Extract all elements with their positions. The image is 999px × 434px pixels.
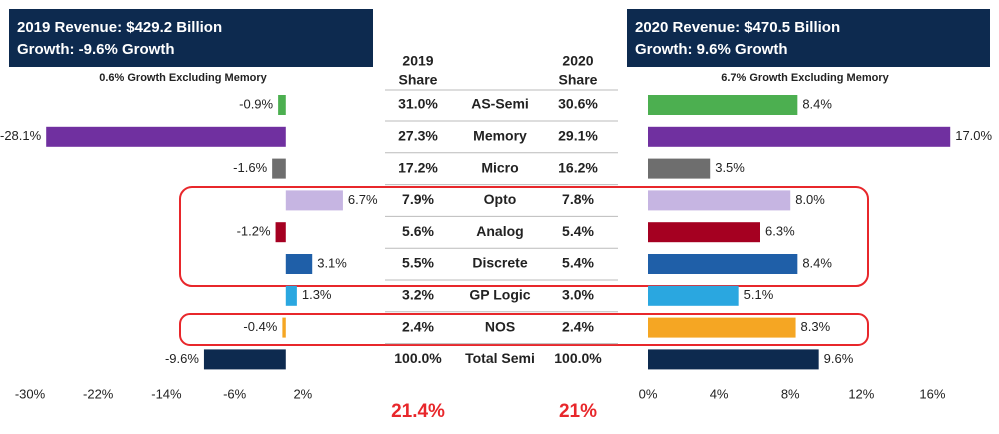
column-header: 2019	[402, 53, 433, 69]
value-label: 5.1%	[744, 287, 774, 302]
table-cell: 16.2%	[558, 159, 598, 175]
value-label: 8.3%	[801, 319, 831, 334]
column-header: Share	[559, 72, 598, 88]
value-label: 3.1%	[317, 255, 347, 270]
bar	[272, 158, 286, 179]
table-cell: Opto	[484, 191, 517, 207]
value-label: 1.3%	[302, 287, 332, 302]
bar	[648, 285, 739, 306]
bar	[203, 349, 286, 370]
total-growth: 21%	[559, 401, 597, 422]
x-tick-label: 12%	[848, 386, 874, 401]
table-cell: Total Semi	[465, 350, 535, 366]
table-cell: NOS	[485, 318, 515, 334]
value-label: 9.6%	[824, 351, 854, 366]
bar	[278, 95, 286, 115]
table-cell: GP Logic	[469, 287, 530, 303]
x-tick-label: -6%	[223, 386, 247, 401]
value-label: -0.9%	[239, 96, 273, 111]
x-tick-label: 8%	[781, 386, 800, 401]
value-label: 8.4%	[802, 255, 832, 270]
table-cell: 2.4%	[402, 318, 434, 334]
total-growth: 21.4%	[391, 401, 445, 422]
value-label: -9.6%	[165, 351, 199, 366]
value-label: 8.0%	[795, 192, 825, 207]
value-label: -0.4%	[243, 319, 277, 334]
table-cell: Memory	[473, 128, 527, 144]
x-tick-label: -22%	[83, 386, 114, 401]
value-label: 6.3%	[765, 224, 795, 239]
bar	[648, 95, 798, 115]
table-cell: 17.2%	[398, 159, 438, 175]
table-cell: 5.4%	[562, 223, 594, 239]
x-tick-label: 2%	[293, 386, 312, 401]
bar	[648, 317, 796, 338]
table-cell: 5.6%	[402, 223, 434, 239]
table-cell: 3.2%	[402, 287, 434, 303]
header-subtitle: Growth: 9.6% Growth	[635, 41, 788, 58]
header-title: 2020 Revenue: $470.5 Billion	[635, 19, 840, 36]
bar	[648, 126, 951, 147]
table-cell: 2.4%	[562, 318, 594, 334]
table-cell: 7.9%	[402, 191, 434, 207]
table-cell: 30.6%	[558, 96, 598, 112]
bar	[285, 285, 297, 306]
header-title: 2019 Revenue: $429.2 Billion	[17, 19, 222, 36]
table-cell: Analog	[476, 223, 523, 239]
table-cell: 7.8%	[562, 191, 594, 207]
x-tick-label: 0%	[639, 386, 658, 401]
column-header: 2020	[562, 53, 593, 69]
x-tick-label: -30%	[15, 386, 46, 401]
bar	[648, 158, 711, 179]
bar	[282, 317, 286, 338]
column-header: Share	[399, 72, 438, 88]
header-subtitle: Growth: -9.6% Growth	[17, 41, 175, 58]
bar	[285, 190, 343, 211]
bar	[648, 222, 760, 243]
table-cell: 29.1%	[558, 128, 598, 144]
bar	[46, 126, 286, 147]
table-cell: 100.0%	[394, 350, 442, 366]
value-label: -1.2%	[237, 224, 271, 239]
bar	[285, 254, 313, 274]
x-tick-label: 16%	[919, 386, 945, 401]
annotation: 0.6% Growth Excluding Memory	[99, 72, 267, 84]
table-cell: 31.0%	[398, 96, 438, 112]
bar	[648, 254, 798, 274]
table-cell: Discrete	[472, 255, 527, 271]
value-label: -1.6%	[233, 160, 267, 175]
bar	[648, 190, 791, 211]
x-tick-label: 4%	[710, 386, 729, 401]
table-cell: AS-Semi	[471, 96, 529, 112]
highlight-box	[179, 313, 869, 346]
table-cell: 100.0%	[554, 350, 602, 366]
header-box	[627, 9, 990, 67]
highlight-box	[179, 186, 869, 287]
value-label: -28.1%	[0, 128, 42, 143]
value-label: 8.4%	[802, 96, 832, 111]
table-cell: 5.5%	[402, 255, 434, 271]
annotation: 6.7% Growth Excluding Memory	[721, 72, 889, 84]
table-cell: 5.4%	[562, 255, 594, 271]
value-label: 3.5%	[715, 160, 745, 175]
table-cell: 27.3%	[398, 128, 438, 144]
value-label: 6.7%	[348, 192, 378, 207]
bar	[648, 349, 819, 370]
table-cell: 3.0%	[562, 287, 594, 303]
x-tick-label: -14%	[151, 386, 182, 401]
value-label: 17.0%	[955, 128, 992, 143]
bar	[275, 222, 286, 243]
header-box	[9, 9, 373, 67]
table-cell: Micro	[481, 159, 518, 175]
